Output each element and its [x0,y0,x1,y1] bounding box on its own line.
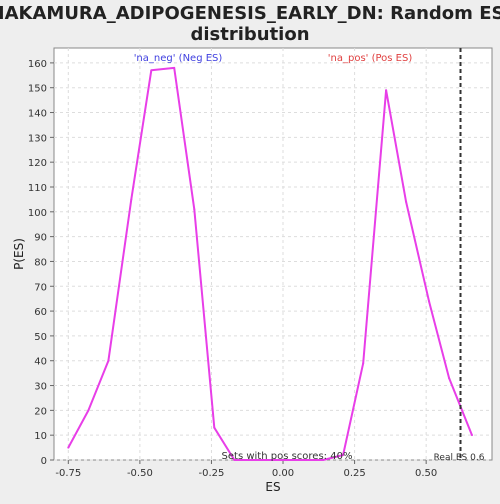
x-tick-label: 0.00 [272,468,294,479]
data-point [428,300,431,303]
chart-title-line-1: NAKAMURA_ADIPOGENESIS_EARLY_DN: Random E… [0,3,500,24]
grid-lines [54,48,492,461]
y-tick-label: 10 [34,431,47,442]
y-tick-label: 0 [41,456,47,467]
y-tick-label: 70 [34,282,47,293]
y-tick-label: 140 [28,109,47,120]
data-point [233,459,236,461]
y-tick-label: 80 [34,257,47,268]
data-point [193,208,196,211]
data-point [470,434,473,437]
real-es-label: Real ES 0.6 [434,453,485,463]
pos-scores-text: Sets with pos scores: 40% [222,451,353,462]
x-tick-label: -0.25 [199,468,225,479]
data-point [173,66,176,69]
data-point [150,69,153,72]
series-layer [67,66,473,461]
data-point [130,198,133,201]
y-tick-label: 130 [28,133,47,144]
x-tick-label: 0.25 [343,468,365,479]
x-axis-label: ES [265,480,280,494]
data-point [213,426,216,429]
data-point [107,359,110,362]
pos-es-label: 'na_pos' (Pos ES) [328,53,413,64]
data-point [448,377,451,380]
y-tick-label: 150 [28,84,47,95]
data-point [342,454,345,457]
y-tick-label: 90 [34,233,47,244]
y-tick-label: 120 [28,158,47,169]
y-tick-label: 60 [34,307,47,318]
data-point [322,459,325,461]
y-tick-label: 30 [34,382,47,393]
data-point [405,200,408,203]
neg-es-label: 'na_neg' (Neg ES) [134,53,223,64]
x-tick-label: 0.50 [415,468,437,479]
chart-title-line-2: distribution [190,24,309,45]
x-axis: -0.75 -0.50 -0.25 0.00 0.25 0.50 [55,460,437,479]
data-point [67,446,70,449]
data-point [87,409,90,412]
data-point [253,459,256,461]
y-tick-label: 160 [28,59,47,70]
y-tick-label: 50 [34,332,47,343]
y-axis: 0 10 20 30 40 50 60 70 80 90 100 110 120 130 140 150 160 [28,59,54,467]
x-tick-label: -0.75 [55,468,81,479]
y-tick-label: 100 [28,208,47,219]
y-axis-label: P(ES) [12,238,26,270]
y-tick-label: 40 [34,357,47,368]
y-tick-label: 20 [34,406,47,417]
data-point [385,89,388,92]
x-tick-label: -0.50 [127,468,153,479]
y-tick-label: 110 [28,183,47,194]
es-distribution-line [67,66,473,461]
data-point [362,362,365,365]
